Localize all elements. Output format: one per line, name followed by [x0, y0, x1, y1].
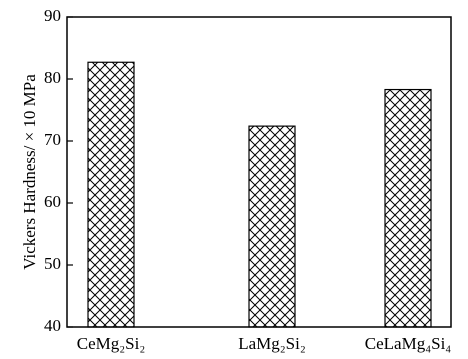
- plot-frame: [66, 16, 452, 328]
- x-tick-label-1: CeMg₂Si₂: [77, 334, 146, 353]
- y-tick-label-60: 60: [44, 192, 61, 211]
- y-axis-title: Vickers Hardness/ × 10 MPa: [20, 74, 39, 270]
- y-tick-label-80: 80: [44, 68, 61, 87]
- bars-group: [87, 61, 432, 328]
- y-axis-ticks: [67, 16, 73, 328]
- bar-2: [248, 125, 296, 328]
- y-tick-label-90: 90: [44, 6, 61, 25]
- y-tick-label-70: 70: [44, 130, 61, 149]
- y-tick-label-50: 50: [44, 254, 61, 273]
- x-tick-label-3: CeLaMg₄Si₄: [365, 334, 452, 353]
- bar-3: [384, 88, 432, 328]
- bar-1: [87, 61, 135, 328]
- y-axis-tick-labels: 40 50 60 70 80 90: [44, 6, 61, 335]
- x-axis-tick-labels: CeMg₂Si₂ LaMg₂Si₂ CeLaMg₄Si₄: [77, 334, 452, 353]
- y-tick-label-40: 40: [44, 316, 61, 335]
- x-tick-label-2: LaMg₂Si₂: [238, 334, 306, 353]
